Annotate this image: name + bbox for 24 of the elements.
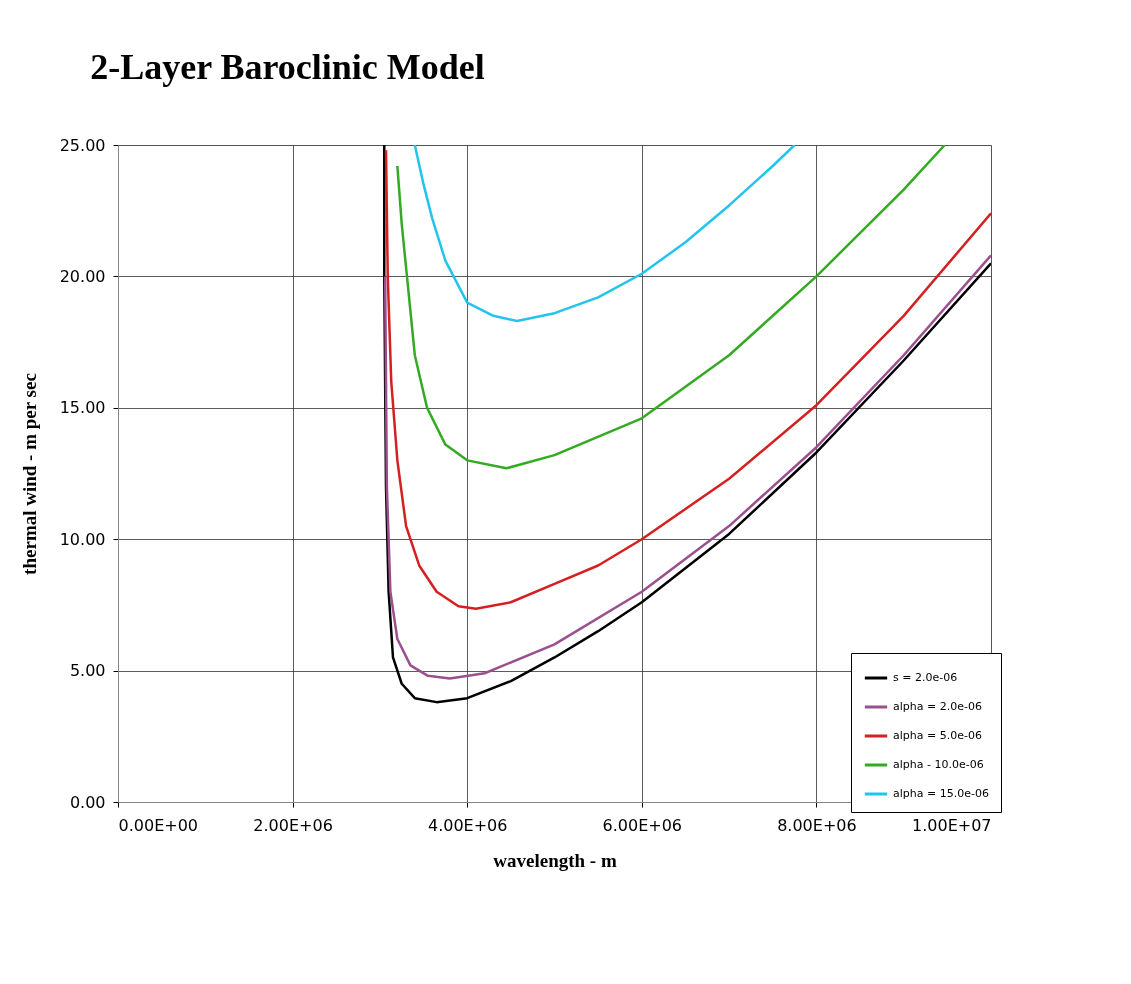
x-tick-label: 4.00E+06 [427,815,508,835]
line-series [383,254,991,680]
legend-label: alpha = 5.0e-06 [893,729,982,742]
x-tick-label: 0.00E+00 [118,815,198,835]
y-tick-label: 0.00 [69,792,106,812]
y-tick-label: 20.00 [59,266,106,286]
x-tick-label: 1.00E+07 [912,815,992,835]
x-tick-label: 6.00E+06 [602,815,683,835]
line-series [384,149,991,611]
x-tick-label: 2.00E+06 [253,815,333,835]
y-axis-title: thermal wind - m per sec [18,373,40,575]
legend-label: alpha = 15.0e-06 [893,787,989,800]
line-series [396,145,946,470]
line-series [413,145,796,323]
y-tick-label: 15.00 [59,398,106,418]
legend-label: alpha - 10.0e-06 [893,758,984,771]
y-tick-label: 25.00 [59,135,106,155]
chart-title: 2-Layer Baroclinic Model [90,47,485,87]
x-tick-label: 8.00E+06 [777,815,857,835]
legend-label: alpha = 2.0e-06 [893,700,982,713]
legend-label: s = 2.0e-06 [893,671,958,684]
x-axis-title: wavelength - m [493,849,617,871]
y-tick-label: 10.00 [59,529,106,549]
y-tick-label: 5.00 [69,661,106,681]
